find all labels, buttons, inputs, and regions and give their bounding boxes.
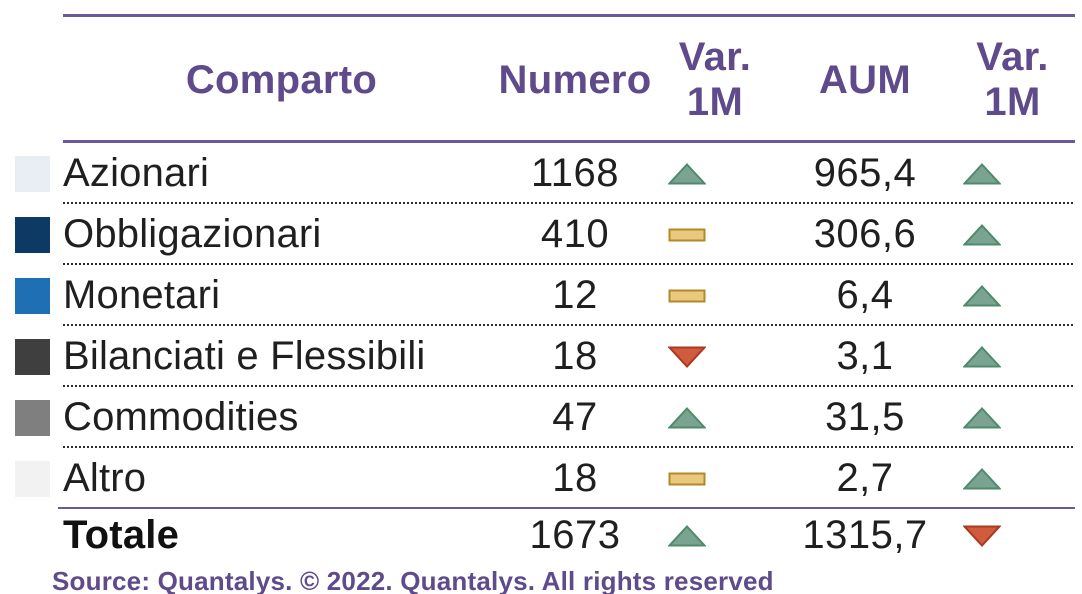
numero-trend-cell — [650, 448, 780, 509]
trend-up-icon — [963, 284, 1001, 306]
numero-value: 1168 — [530, 151, 619, 195]
numero-value: 18 — [552, 456, 598, 500]
numero-value: 12 — [552, 273, 598, 317]
category-swatch-cell — [0, 448, 63, 509]
total-numero-trend-cell — [650, 509, 780, 562]
category-color-swatch — [15, 277, 50, 314]
trend-flat-icon — [668, 289, 706, 302]
column-header-numero: Numero — [498, 57, 652, 102]
total-aum-trend-cell — [950, 509, 1075, 562]
aum-trend-cell — [950, 204, 1075, 265]
trend-up-icon — [668, 524, 706, 546]
category-swatch-cell — [0, 204, 63, 265]
var-header-line2: 1M — [686, 80, 744, 124]
table-row: Obbligazionari 410 306,6 — [0, 204, 1082, 265]
numero-value: 18 — [552, 334, 598, 378]
numero-trend-cell — [650, 204, 780, 265]
trend-up-icon — [963, 467, 1001, 489]
table-row: Monetari 12 6,4 — [0, 265, 1082, 326]
trend-flat-icon — [668, 228, 706, 241]
var-header-line1: Var. — [678, 35, 752, 80]
total-label: Totale — [63, 513, 180, 557]
trend-up-icon — [963, 162, 1001, 184]
aum-trend-cell — [950, 265, 1075, 326]
header-swatch-spacer — [0, 17, 63, 143]
aum-value: 3,1 — [836, 334, 894, 378]
var-header-line1: Var. — [976, 35, 1049, 80]
trend-up-icon — [668, 162, 706, 184]
column-header-var-numero: Var. 1M — [650, 17, 780, 143]
table-row: Azionari 1168 965,4 — [0, 143, 1082, 204]
var-header-line2: 1M — [984, 80, 1041, 124]
category-name: Commodities — [63, 395, 299, 439]
category-name: Monetari — [63, 273, 221, 317]
category-name: Obbligazionari — [63, 212, 322, 256]
table-total-row: Totale 1673 1315,7 — [0, 509, 1082, 562]
total-aum-value: 1315,7 — [802, 513, 928, 557]
aum-value: 31,5 — [825, 395, 905, 439]
source-note: Source: Quantalys. © 2022. Quantalys. Al… — [52, 566, 774, 594]
aum-trend-cell — [950, 387, 1075, 448]
category-swatch-cell — [0, 326, 63, 387]
table-row: Altro 18 2,7 — [0, 448, 1082, 509]
aum-trend-cell — [950, 143, 1075, 204]
category-color-swatch — [15, 338, 50, 375]
trend-up-icon — [963, 406, 1001, 428]
aum-value: 965,4 — [813, 151, 917, 195]
aum-value: 6,4 — [836, 273, 894, 317]
trend-up-icon — [963, 345, 1001, 367]
category-swatch-cell — [0, 143, 63, 204]
column-header-var-aum: Var. 1M — [950, 17, 1075, 143]
trend-flat-icon — [668, 472, 706, 485]
category-swatch-cell — [0, 265, 63, 326]
category-color-swatch — [15, 216, 50, 253]
column-header-comparto: Comparto — [185, 57, 378, 102]
numero-trend-cell — [650, 387, 780, 448]
trend-up-icon — [668, 406, 706, 428]
aum-value: 2,7 — [836, 456, 894, 500]
category-name: Altro — [63, 456, 147, 500]
column-header-aum: AUM — [819, 57, 911, 102]
table-header-row: Comparto Numero Var. 1M AUM Var. 1M — [0, 17, 1082, 143]
aum-trend-cell — [950, 326, 1075, 387]
numero-trend-cell — [650, 326, 780, 387]
trend-down-icon — [668, 346, 706, 368]
numero-value: 47 — [552, 395, 598, 439]
total-swatch-spacer — [0, 509, 63, 562]
category-name: Azionari — [63, 151, 210, 195]
numero-trend-cell — [650, 265, 780, 326]
category-color-swatch — [15, 460, 50, 497]
top-rule — [63, 14, 1075, 17]
numero-trend-cell — [650, 143, 780, 204]
table-row: Bilanciati e Flessibili 18 3,1 — [0, 326, 1082, 387]
aum-trend-cell — [950, 448, 1075, 509]
table-row: Commodities 47 31,5 — [0, 387, 1082, 448]
numero-value: 410 — [540, 212, 610, 256]
trend-up-icon — [963, 223, 1001, 245]
trend-down-icon — [963, 525, 1001, 547]
aum-value: 306,6 — [813, 212, 917, 256]
category-color-swatch — [15, 399, 50, 436]
category-swatch-cell — [0, 387, 63, 448]
total-numero-value: 1673 — [529, 513, 621, 557]
category-name: Bilanciati e Flessibili — [63, 334, 426, 378]
category-color-swatch — [15, 155, 50, 192]
